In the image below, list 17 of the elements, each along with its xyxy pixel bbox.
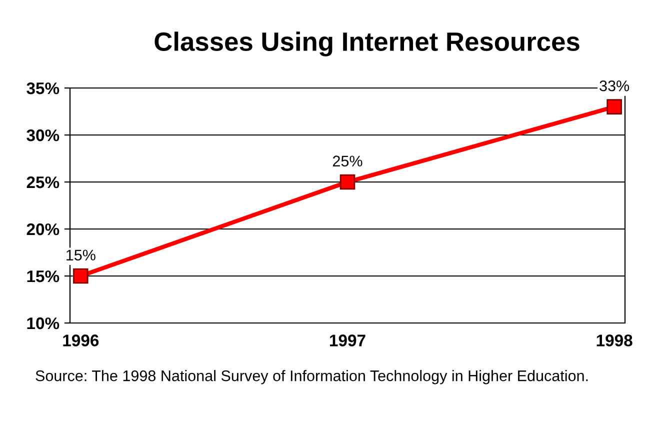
point	[340, 174, 356, 190]
y-tick-label: 20%	[26, 223, 60, 236]
data-label: 33%	[600, 80, 630, 92]
x-tick-label: 1998	[596, 334, 632, 346]
point	[73, 268, 88, 284]
y-tick-label: 25%	[26, 176, 60, 188]
x-tick-label: 1996	[63, 334, 99, 346]
data-label: 25%	[332, 156, 362, 166]
data-label: 15%	[66, 250, 96, 260]
y-tick-label: 10%	[27, 317, 60, 330]
chart-title: Classes Using Internet Resources	[154, 32, 580, 56]
x-tick-label: 1997	[330, 334, 366, 346]
y-tick-label: 30%	[26, 129, 60, 142]
y-tick-label: 15%	[27, 270, 60, 282]
point	[606, 99, 622, 114]
y-tick-label: 35%	[26, 82, 60, 94]
source-note: Source: The 1998 National Survey of Information Technology in Higher Education.	[36, 370, 588, 384]
